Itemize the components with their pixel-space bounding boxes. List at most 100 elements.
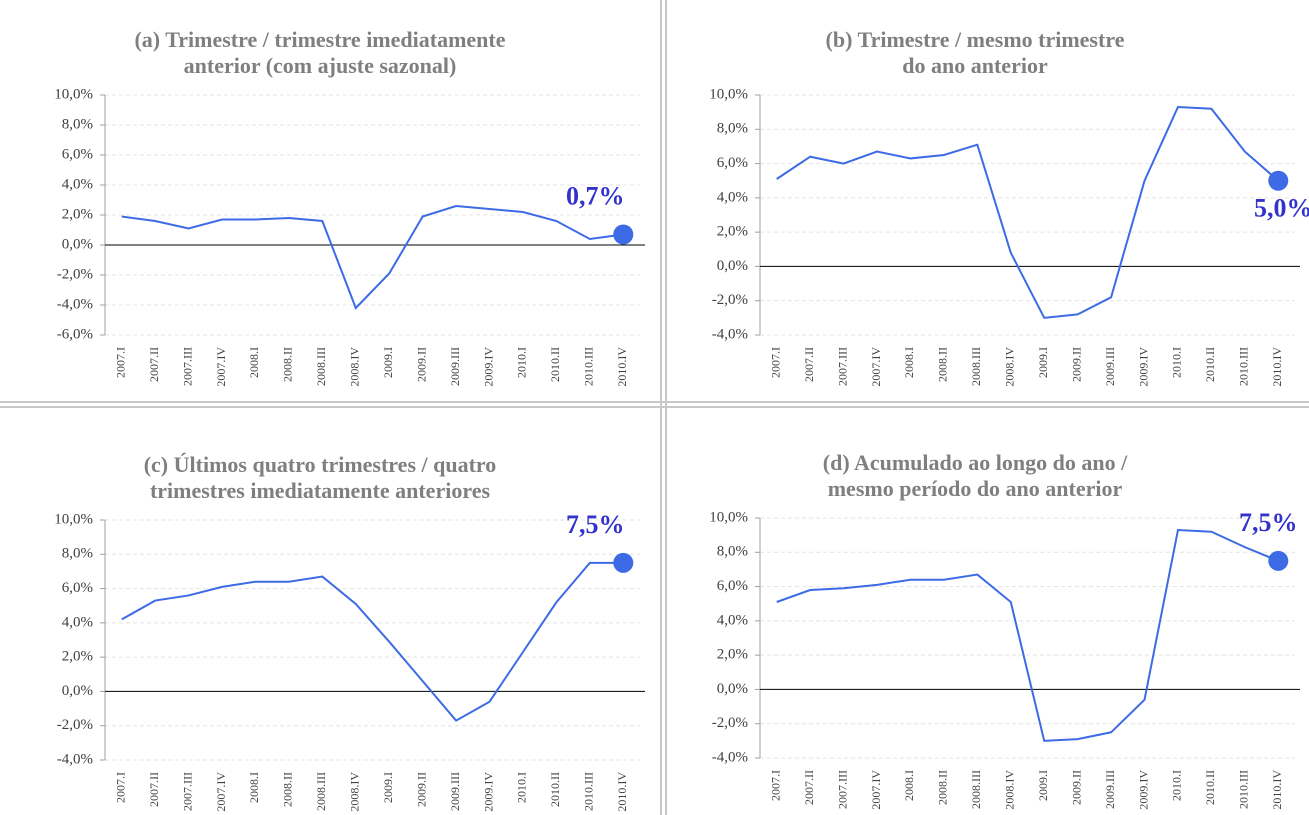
y-tick-label: -2,0% [712, 715, 748, 731]
x-tick-label: 2007.IV [869, 770, 883, 810]
series-line [121, 204, 624, 310]
x-tick-label: 2008.II [281, 347, 295, 382]
y-tick-label: 8,0% [717, 544, 748, 560]
y-tick-label: 10,0% [709, 509, 748, 525]
x-tick-label: 2009.II [1069, 770, 1083, 805]
y-tick-label: 8,0% [62, 116, 93, 132]
x-tick-label: 2010.III [582, 347, 596, 386]
x-tick-label: 2009.II [414, 347, 428, 382]
chart-title: (b) Trimestre / mesmo trimestre [826, 27, 1125, 52]
x-tick-label: 2010.II [548, 347, 562, 382]
x-tick-label: 2008.II [281, 772, 295, 807]
highlight-marker [613, 224, 634, 245]
x-tick-label: 2010.I [515, 772, 529, 803]
x-tick-label: 2008.I [247, 772, 261, 803]
y-tick-label: 8,0% [62, 546, 93, 562]
x-tick-label: 2007.I [113, 347, 127, 378]
x-tick-label: 2007.I [768, 347, 782, 378]
x-tick-label: 2010.I [1170, 770, 1184, 801]
x-tick-label: 2010.I [1170, 347, 1184, 378]
x-tick-label: 2010.I [515, 347, 529, 378]
y-tick-label: 4,0% [717, 189, 748, 205]
x-tick-label: 2008.IV [1003, 347, 1017, 387]
y-tick-label: 6,0% [717, 155, 748, 171]
highlight-marker [1268, 550, 1289, 571]
y-tick-label: 10,0% [54, 86, 93, 102]
x-tick-label: 2008.IV [348, 347, 362, 387]
chart-title: anterior (com ajuste sazonal) [184, 53, 457, 78]
x-tick-label: 2009.IV [1136, 347, 1150, 387]
chart-title: (a) Trimestre / trimestre imediatamente [134, 27, 505, 52]
x-tick-label: 2007.I [113, 772, 127, 803]
y-tick-label: 2,0% [62, 206, 93, 222]
y-tick-label: 10,0% [709, 86, 748, 102]
x-tick-label: 2008.III [969, 347, 983, 386]
x-tick-label: 2007.III [835, 347, 849, 386]
x-tick-label: 2010.IV [1270, 770, 1284, 810]
value-label: 7,5% [1239, 508, 1298, 537]
y-tick-label: 4,0% [62, 614, 93, 630]
x-tick-label: 2007.I [768, 770, 782, 801]
y-tick-label: -6,0% [57, 326, 93, 342]
x-tick-label: 2009.II [414, 772, 428, 807]
x-tick-label: 2008.I [902, 770, 916, 801]
x-tick-label: 2010.III [582, 772, 596, 811]
x-tick-label: 2008.III [314, 772, 328, 811]
x-tick-label: 2010.IV [615, 772, 629, 812]
x-tick-label: 2009.II [1069, 347, 1083, 382]
x-tick-label: 2009.IV [481, 347, 495, 387]
y-tick-label: 8,0% [717, 121, 748, 137]
x-tick-label: 2008.I [247, 347, 261, 378]
y-tick-label: -4,0% [57, 296, 93, 312]
y-tick-label: 4,0% [62, 176, 93, 192]
highlight-marker [1268, 170, 1289, 191]
x-tick-label: 2009.IV [1136, 770, 1150, 810]
y-tick-label: 0,0% [62, 236, 93, 252]
value-label: 7,5% [566, 510, 625, 539]
chart-title: mesmo período do ano anterior [828, 476, 1123, 501]
y-tick-label: 0,0% [717, 258, 748, 274]
x-tick-label: 2008.II [936, 347, 950, 382]
y-tick-label: -4,0% [712, 326, 748, 342]
x-tick-label: 2008.IV [1003, 770, 1017, 810]
series-line [121, 561, 624, 722]
y-tick-label: 6,0% [717, 578, 748, 594]
x-tick-label: 2010.II [1203, 347, 1217, 382]
x-tick-label: 2007.II [802, 770, 816, 805]
x-tick-label: 2010.III [1237, 347, 1251, 386]
y-tick-label: 0,0% [717, 681, 748, 697]
series-line [776, 105, 1279, 319]
chart-panel: (d) Acumulado ao longo do ano /mesmo per… [709, 450, 1300, 810]
chart-title: trimestres imediatamente anteriores [150, 478, 491, 503]
y-tick-label: 10,0% [54, 511, 93, 527]
x-tick-label: 2007.III [835, 770, 849, 809]
x-tick-label: 2007.III [180, 347, 194, 386]
x-tick-label: 2009.III [1103, 347, 1117, 386]
y-tick-label: -4,0% [57, 751, 93, 767]
x-tick-label: 2007.III [180, 772, 194, 811]
value-label: 5,0% [1254, 194, 1309, 223]
x-tick-label: 2008.II [936, 770, 950, 805]
x-tick-label: 2009.III [448, 772, 462, 811]
x-tick-label: 2009.III [448, 347, 462, 386]
x-tick-label: 2009.I [1036, 347, 1050, 378]
x-tick-label: 2010.III [1237, 770, 1251, 809]
highlight-marker [613, 552, 634, 573]
x-tick-label: 2007.IV [869, 347, 883, 387]
x-tick-label: 2007.II [147, 772, 161, 807]
chart-panel: (a) Trimestre / trimestre imediatamentea… [54, 27, 645, 387]
x-tick-label: 2010.II [1203, 770, 1217, 805]
x-tick-label: 2008.III [314, 347, 328, 386]
y-tick-label: -2,0% [712, 292, 748, 308]
x-tick-label: 2009.I [381, 347, 395, 378]
x-tick-label: 2010.II [548, 772, 562, 807]
x-tick-label: 2010.IV [1270, 347, 1284, 387]
y-tick-label: -2,0% [57, 717, 93, 733]
x-tick-label: 2007.II [147, 347, 161, 382]
x-tick-label: 2009.III [1103, 770, 1117, 809]
value-label: 0,7% [566, 182, 625, 211]
y-tick-label: 2,0% [62, 649, 93, 665]
x-tick-label: 2007.IV [214, 347, 228, 387]
